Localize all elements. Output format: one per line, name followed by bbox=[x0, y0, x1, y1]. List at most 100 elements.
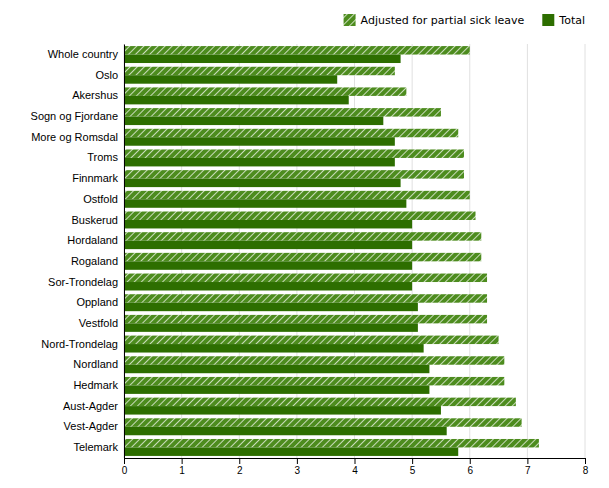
y-tick-label: More og Romsdal bbox=[31, 131, 118, 143]
grid-line bbox=[239, 44, 240, 458]
x-tick-label: 5 bbox=[410, 465, 416, 476]
y-tick-label: Vest-Agder bbox=[64, 420, 119, 432]
legend-swatch bbox=[344, 14, 356, 26]
y-tick: Nordland bbox=[73, 358, 118, 370]
bar bbox=[124, 117, 383, 125]
y-tick-label: Nord-Trondelag bbox=[41, 338, 118, 350]
x-tick-mark bbox=[239, 458, 240, 464]
y-axis: Telemark Vest-Agder Aust-Agder Hedmark Nordl… bbox=[31, 45, 125, 459]
grid-line bbox=[469, 44, 470, 458]
y-tick: Rogaland bbox=[71, 255, 118, 267]
bar bbox=[124, 87, 406, 95]
bar bbox=[124, 303, 418, 311]
x-tick-label: 1 bbox=[179, 465, 185, 476]
bar-series bbox=[124, 55, 458, 456]
grid-line bbox=[124, 44, 125, 458]
bar bbox=[124, 67, 395, 75]
y-tick: Troms bbox=[87, 151, 118, 163]
x-tick-label: 0 bbox=[122, 465, 128, 476]
y-tick: Oppland bbox=[76, 296, 118, 308]
y-tick: Oslo bbox=[95, 69, 118, 81]
grid-line bbox=[354, 44, 355, 458]
grid-line bbox=[527, 44, 528, 458]
y-tick: Whole country bbox=[48, 48, 119, 60]
y-tick-label: Sogn og Fjordane bbox=[31, 110, 118, 122]
x-axis-line bbox=[125, 459, 586, 465]
x-tick-mark bbox=[182, 458, 183, 464]
bar bbox=[124, 137, 395, 145]
y-tick-label: Rogaland bbox=[71, 255, 118, 267]
x-tick-mark bbox=[527, 458, 528, 464]
legend-swatch bbox=[542, 14, 554, 26]
x-tick: 8 bbox=[583, 458, 589, 476]
x-tick: 0 bbox=[122, 458, 128, 476]
y-tick-label: Hordaland bbox=[67, 234, 118, 246]
bar bbox=[124, 398, 516, 406]
bar bbox=[124, 261, 412, 269]
y-tick-label: Hedmark bbox=[73, 379, 118, 391]
bar bbox=[124, 336, 499, 344]
chart-container: 0 1 2 3 4 5 6 7 8 Telemark Vest-Agder Aust-Agder Hed… bbox=[0, 0, 609, 488]
x-tick: 6 bbox=[467, 458, 473, 476]
x-tick: 2 bbox=[237, 458, 243, 476]
y-tick-label: Akershus bbox=[72, 89, 118, 101]
bar bbox=[124, 170, 464, 178]
bar bbox=[124, 418, 522, 426]
y-tick: Buskerud bbox=[72, 214, 118, 226]
y-tick-label: Whole country bbox=[48, 48, 119, 60]
x-tick: 3 bbox=[295, 458, 301, 476]
bar bbox=[124, 179, 401, 187]
bar bbox=[124, 96, 349, 104]
x-tick: 4 bbox=[352, 458, 358, 476]
legend-item: Adjusted for partial sick leave bbox=[344, 14, 525, 27]
x-tick-label: 7 bbox=[525, 465, 531, 476]
y-tick: Akershus bbox=[72, 89, 118, 101]
bar bbox=[124, 212, 476, 220]
x-tick-label: 4 bbox=[352, 465, 358, 476]
bar bbox=[124, 282, 412, 290]
bar bbox=[124, 356, 504, 364]
y-tick-label: Troms bbox=[87, 151, 118, 163]
y-tick: Vestfold bbox=[79, 317, 118, 329]
x-tick: 5 bbox=[410, 458, 416, 476]
x-tick-label: 6 bbox=[467, 465, 473, 476]
y-tick: Finnmark bbox=[72, 172, 118, 184]
bar bbox=[124, 253, 481, 261]
x-tick: 7 bbox=[525, 458, 531, 476]
y-tick: Sogn og Fjordane bbox=[31, 110, 118, 122]
grid-line bbox=[296, 44, 297, 458]
legend-item: Total bbox=[542, 14, 585, 27]
grid-line bbox=[585, 44, 586, 458]
bar bbox=[124, 385, 429, 393]
plot-area: 0 1 2 3 4 5 6 7 8 Telemark Vest-Agder Aust-Agder Hed… bbox=[31, 44, 589, 476]
y-tick: Hordaland bbox=[67, 234, 118, 246]
y-tick-label: Telemark bbox=[73, 441, 118, 453]
bar bbox=[124, 315, 487, 323]
bar bbox=[124, 232, 481, 240]
bar bbox=[124, 427, 447, 435]
y-tick-label: Buskerud bbox=[72, 214, 118, 226]
x-tick-mark bbox=[297, 458, 298, 464]
x-tick-mark bbox=[585, 458, 586, 464]
y-tick: Telemark bbox=[73, 441, 118, 453]
grid-line bbox=[181, 44, 182, 458]
legend: Adjusted for partial sick leave Total bbox=[344, 14, 585, 27]
bar bbox=[124, 129, 458, 137]
y-tick: Sor-Trondelag bbox=[48, 276, 118, 288]
y-tick-label: Nordland bbox=[73, 358, 118, 370]
y-tick-label: Finnmark bbox=[72, 172, 118, 184]
bar bbox=[124, 274, 487, 282]
x-tick: 1 bbox=[179, 458, 185, 476]
bar bbox=[124, 241, 412, 249]
bar bbox=[124, 323, 418, 331]
bar bbox=[124, 149, 464, 157]
bar bbox=[124, 191, 470, 199]
bar bbox=[124, 46, 470, 54]
grid-line bbox=[412, 44, 413, 458]
y-tick-label: Aust-Agder bbox=[63, 400, 118, 412]
grid bbox=[124, 44, 585, 458]
bars bbox=[124, 46, 539, 456]
bar bbox=[124, 75, 337, 83]
x-tick-label: 8 bbox=[583, 465, 589, 476]
y-tick-label: Ostfold bbox=[83, 193, 118, 205]
